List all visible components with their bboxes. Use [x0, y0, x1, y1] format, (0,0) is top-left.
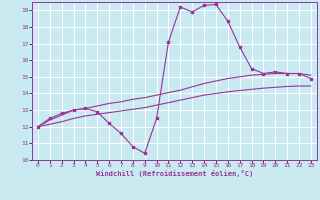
X-axis label: Windchill (Refroidissement éolien,°C): Windchill (Refroidissement éolien,°C): [96, 170, 253, 177]
